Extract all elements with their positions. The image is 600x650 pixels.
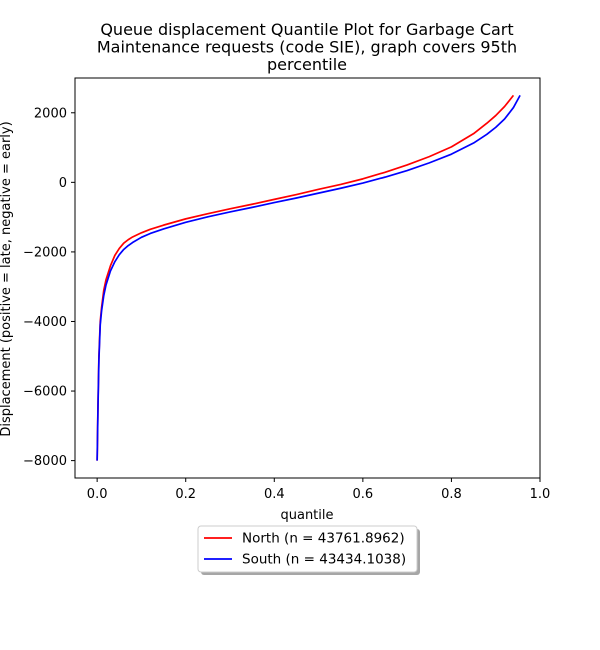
legend: North (n = 43761.8962) South (n = 43434.1… [197,525,420,575]
y-axis-ticks: −8000 −6000 −4000 −2000 0 2000 [23,106,75,469]
x-tick-label: 0.4 [264,487,285,502]
chart-title-line: Queue displacement Quantile Plot for Gar… [100,20,513,39]
legend-box [197,525,418,573]
chart-title-line: percentile [267,55,347,74]
axes [74,77,541,479]
y-tick-label: −6000 [23,385,67,400]
chart-title: Queue displacement Quantile Plot for Gar… [97,20,517,74]
y-tick-label: 0 [59,176,67,191]
legend-label-north: North (n = 43761.8962) [242,531,405,547]
y-tick-label: −2000 [23,245,67,260]
plot-area [96,94,521,461]
y-tick-label: 2000 [34,106,67,121]
chart-title-line: Maintenance requests (code SIE), graph c… [97,38,517,57]
y-axis-label: Displacement (positive = late, negative … [0,121,14,436]
x-tick-label: 0.6 [353,487,374,502]
x-tick-label: 1.0 [530,487,551,502]
x-axis-ticks: 0.0 0.2 0.4 0.6 0.8 1.0 [87,478,551,502]
y-tick-label: −4000 [23,315,67,330]
x-tick-label: 0.2 [175,487,196,502]
x-tick-label: 0.0 [87,487,108,502]
y-tick-label: −8000 [23,454,67,469]
series-line-north [96,94,515,461]
legend-label-south: South (n = 43434.1038) [242,552,406,568]
axes-frame [74,77,541,479]
x-axis-label: quantile [280,508,333,523]
series-line-south [96,94,521,461]
x-tick-label: 0.8 [441,487,462,502]
